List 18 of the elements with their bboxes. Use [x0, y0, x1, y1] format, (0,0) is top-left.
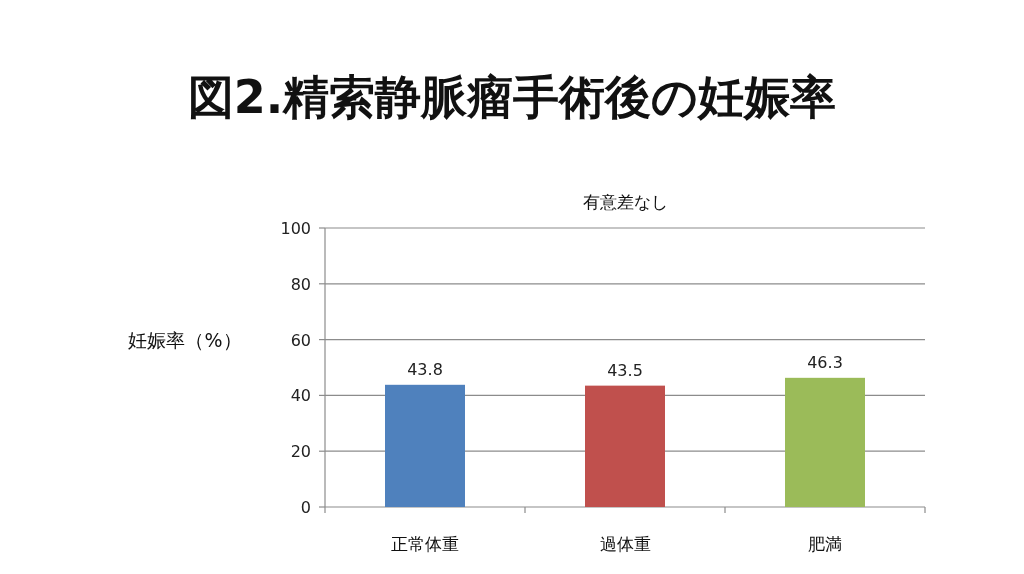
bar [385, 384, 465, 507]
bar [585, 385, 665, 507]
x-tick-label: 正常体重 [391, 534, 459, 554]
y-tick-label: 100 [280, 219, 311, 238]
x-tick-label: 過体重 [599, 534, 651, 554]
data-label: 43.8 [407, 359, 443, 379]
y-tick-label: 60 [290, 330, 311, 350]
y-tick-label: 80 [290, 274, 311, 294]
chart-subtitle: 有意差なし [582, 192, 668, 212]
y-tick-label: 0 [300, 498, 311, 517]
y-axis-title: 妊娠率（%） [128, 329, 242, 351]
y-tick-label: 20 [290, 442, 311, 462]
bar [785, 377, 865, 507]
data-label: 46.3 [807, 352, 843, 372]
y-tick-label: 40 [290, 386, 311, 406]
data-label: 43.5 [607, 360, 643, 380]
chart-title: 図2.精索静脈瘤手術後の妊娠率 [187, 70, 837, 124]
x-tick-label: 肥満 [808, 534, 842, 554]
